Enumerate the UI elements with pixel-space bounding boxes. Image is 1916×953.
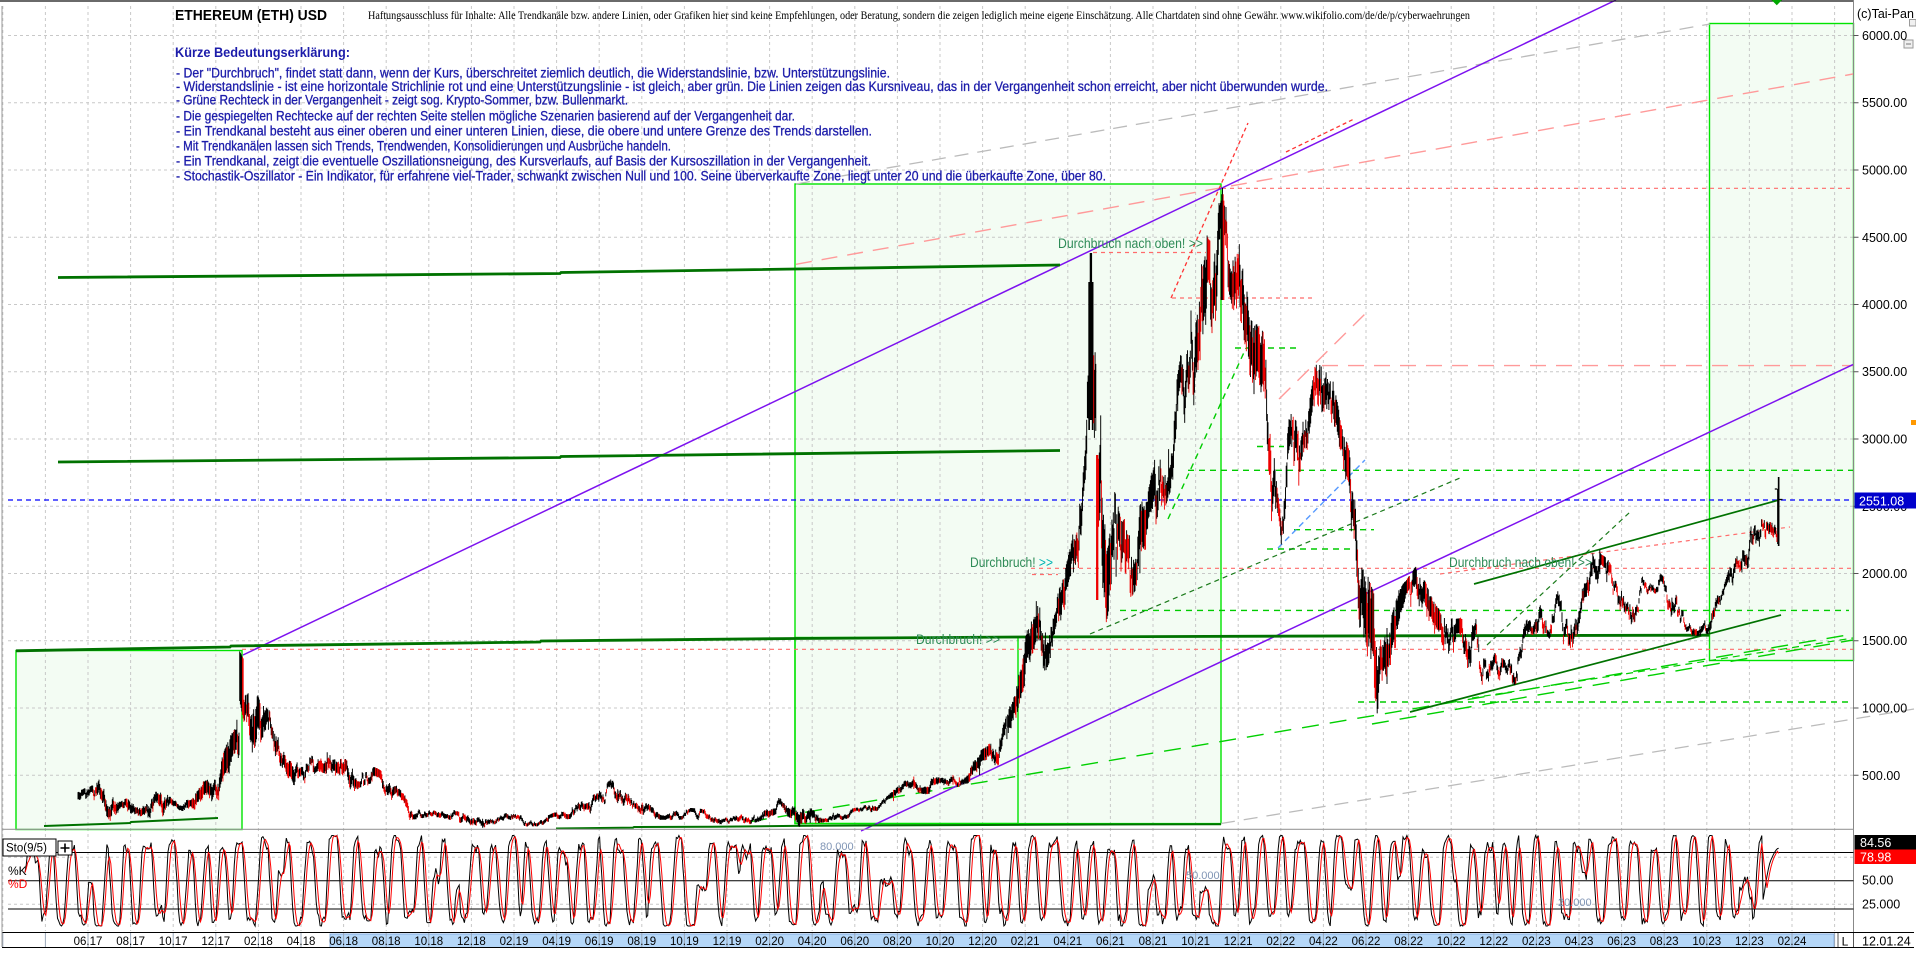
svg-text:02.20: 02.20 <box>755 936 784 948</box>
svg-text:12.17: 12.17 <box>201 936 230 948</box>
svg-text:%K: %K <box>8 864 27 878</box>
svg-text:4500.00: 4500.00 <box>1862 231 1907 245</box>
svg-text:02.18: 02.18 <box>244 936 273 948</box>
svg-text:5000.00: 5000.00 <box>1862 164 1907 178</box>
svg-text:02.19: 02.19 <box>500 936 529 948</box>
svg-text:- Grüne Rechteck in der Vergan: - Grüne Rechteck in der Vergangenheit - … <box>176 93 628 108</box>
svg-text:08.19: 08.19 <box>627 936 656 948</box>
svg-text:02.21: 02.21 <box>1011 936 1040 948</box>
svg-text:80.000: 80.000 <box>820 841 854 853</box>
svg-text:10.17: 10.17 <box>159 936 188 948</box>
svg-text:08.17: 08.17 <box>116 936 145 948</box>
svg-text:08.20: 08.20 <box>883 936 912 948</box>
svg-text:12.19: 12.19 <box>713 936 742 948</box>
svg-text:500.00: 500.00 <box>1862 769 1900 783</box>
svg-text:06.19: 06.19 <box>585 936 614 948</box>
svg-text:06.21: 06.21 <box>1096 936 1125 948</box>
svg-text:50.000: 50.000 <box>1186 870 1220 882</box>
svg-text:4000.00: 4000.00 <box>1862 298 1907 312</box>
svg-text:02.22: 02.22 <box>1266 936 1295 948</box>
svg-text:04.18: 04.18 <box>287 936 316 948</box>
svg-text:- Mit Trendkanälen lassen sich: - Mit Trendkanälen lassen sich Trends, T… <box>176 139 671 154</box>
svg-text:06.23: 06.23 <box>1607 936 1636 948</box>
svg-text:Kürze Bedeutungserklärung:: Kürze Bedeutungserklärung: <box>175 45 350 60</box>
svg-text:08.18: 08.18 <box>372 936 401 948</box>
svg-text:3000.00: 3000.00 <box>1862 433 1907 447</box>
svg-text:12.22: 12.22 <box>1479 936 1508 948</box>
svg-text:12.21: 12.21 <box>1224 936 1253 948</box>
svg-text:06.22: 06.22 <box>1352 936 1381 948</box>
svg-text:10.20: 10.20 <box>926 936 955 948</box>
svg-text:12.01.24: 12.01.24 <box>1862 935 1911 949</box>
svg-text:04.23: 04.23 <box>1565 936 1594 948</box>
svg-text:3500.00: 3500.00 <box>1862 365 1907 379</box>
svg-text:Haftungsausschluss für Inhalte: Haftungsausschluss für Inhalte: Alle Tre… <box>368 8 1470 22</box>
svg-text:ETHEREUM (ETH) USD: ETHEREUM (ETH) USD <box>175 7 327 24</box>
svg-text:(c)Tai-Pan: (c)Tai-Pan <box>1857 7 1914 21</box>
svg-text:- Ein Trendkanal besteht aus e: - Ein Trendkanal besteht aus einer obere… <box>176 124 872 139</box>
svg-text:04.21: 04.21 <box>1053 936 1082 948</box>
svg-text:08.22: 08.22 <box>1394 936 1423 948</box>
svg-text:84.56: 84.56 <box>1860 836 1891 850</box>
svg-text:1000.00: 1000.00 <box>1862 702 1907 716</box>
svg-text:10.22: 10.22 <box>1437 936 1466 948</box>
svg-text:- Die gespiegelten Rechtecke a: - Die gespiegelten Rechtecke auf der rec… <box>176 109 795 124</box>
svg-text:08.21: 08.21 <box>1139 936 1168 948</box>
svg-text:50.00: 50.00 <box>1862 874 1893 888</box>
svg-text:10.21: 10.21 <box>1181 936 1210 948</box>
svg-text:06.20: 06.20 <box>840 936 869 948</box>
svg-text:Durchbruch! >>: Durchbruch! >> <box>970 555 1053 570</box>
svg-text:06.18: 06.18 <box>329 936 358 948</box>
svg-text:- Ein Trendkanal, zeigt die ev: - Ein Trendkanal, zeigt die eventuelle O… <box>176 154 871 169</box>
svg-text:04.22: 04.22 <box>1309 936 1338 948</box>
svg-text:Durchbruch nach oben! >>: Durchbruch nach oben! >> <box>1449 555 1592 570</box>
svg-text:12.20: 12.20 <box>968 936 997 948</box>
svg-text:Durchbruch! >>: Durchbruch! >> <box>916 632 1000 647</box>
svg-text:- Stochastik-Oszillator - Ein: - Stochastik-Oszillator - Ein Indikator,… <box>176 169 1106 184</box>
svg-text:02.23: 02.23 <box>1522 936 1551 948</box>
svg-text:10.19: 10.19 <box>670 936 699 948</box>
svg-text:20.000: 20.000 <box>1558 897 1592 909</box>
svg-text:%D: %D <box>8 877 28 891</box>
svg-text:5500.00: 5500.00 <box>1862 96 1907 110</box>
svg-text:25.000: 25.000 <box>1862 898 1900 912</box>
svg-text:1500.00: 1500.00 <box>1862 634 1907 648</box>
svg-text:10.23: 10.23 <box>1692 936 1721 948</box>
svg-text:Durchbruch nach oben! >>: Durchbruch nach oben! >> <box>1058 236 1203 251</box>
svg-text:06.17: 06.17 <box>74 936 103 948</box>
svg-text:78.98: 78.98 <box>1860 851 1891 865</box>
svg-text:2000.00: 2000.00 <box>1862 567 1907 581</box>
svg-text:12.23: 12.23 <box>1735 936 1764 948</box>
svg-text:04.19: 04.19 <box>542 936 571 948</box>
svg-text:Sto(9/5): Sto(9/5) <box>6 843 47 855</box>
svg-text:6000.00: 6000.00 <box>1862 29 1907 43</box>
svg-text:02.24: 02.24 <box>1778 936 1807 948</box>
svg-text:L: L <box>1842 935 1849 949</box>
svg-text:2551.08: 2551.08 <box>1859 495 1904 509</box>
svg-text:08.23: 08.23 <box>1650 936 1679 948</box>
svg-text:10.18: 10.18 <box>414 936 443 948</box>
svg-text:04.20: 04.20 <box>798 936 827 948</box>
svg-text:12.18: 12.18 <box>457 936 486 948</box>
